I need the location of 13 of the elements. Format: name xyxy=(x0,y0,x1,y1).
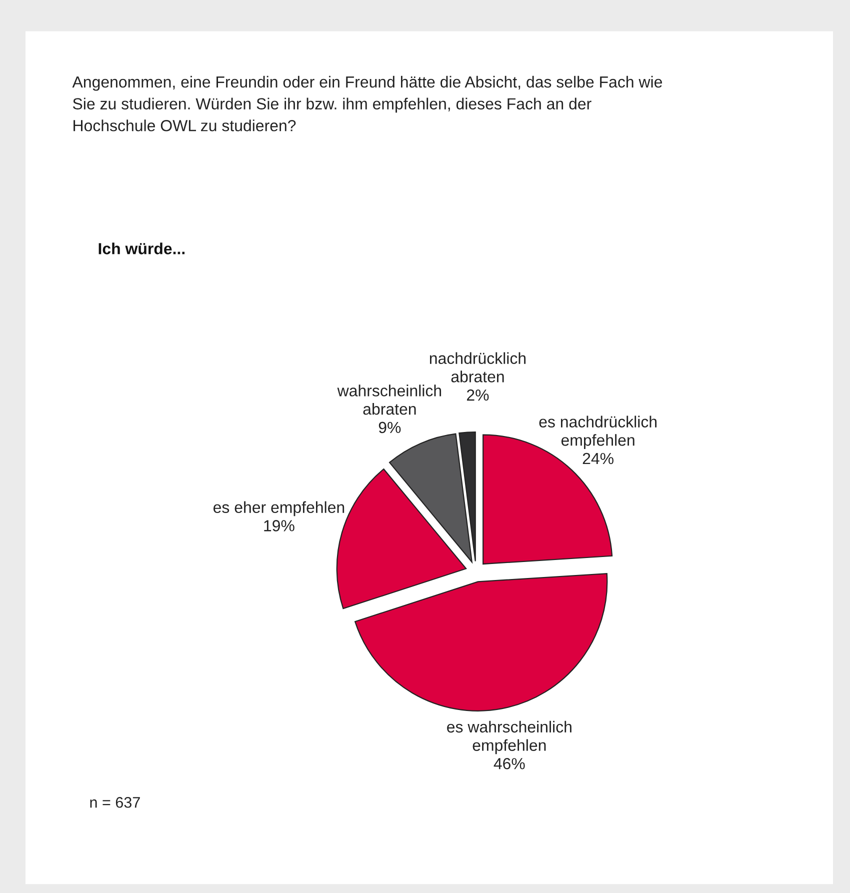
data-label: 24% xyxy=(582,452,614,464)
slice-label: es nachdrücklich empfehlen xyxy=(539,416,656,449)
slice-label: es wahrscheinlich empfehlen xyxy=(447,720,572,754)
slice-label: wahrscheinlich abraten xyxy=(337,384,442,415)
data-label: 46% xyxy=(494,758,525,770)
text: n = 637 xyxy=(90,796,140,808)
data-label: 9% xyxy=(378,422,401,434)
slice-label: es eher empfehlen xyxy=(213,501,344,516)
chart-title: Angenommen, eine Freundin oder ein Freund hätte die Absicht, das selbe Fach wie Sie zu studieren. Würden Sie ihr bzw. ihm empfehlen, dieses Fach an der Hochschule OWL zu studieren? xyxy=(72,76,662,132)
slice-label: nachdrücklich abraten xyxy=(430,352,526,382)
data-label: 19% xyxy=(264,520,294,532)
data-label: 2% xyxy=(466,389,489,401)
chart-subtitle: Ich würde... xyxy=(98,242,185,254)
